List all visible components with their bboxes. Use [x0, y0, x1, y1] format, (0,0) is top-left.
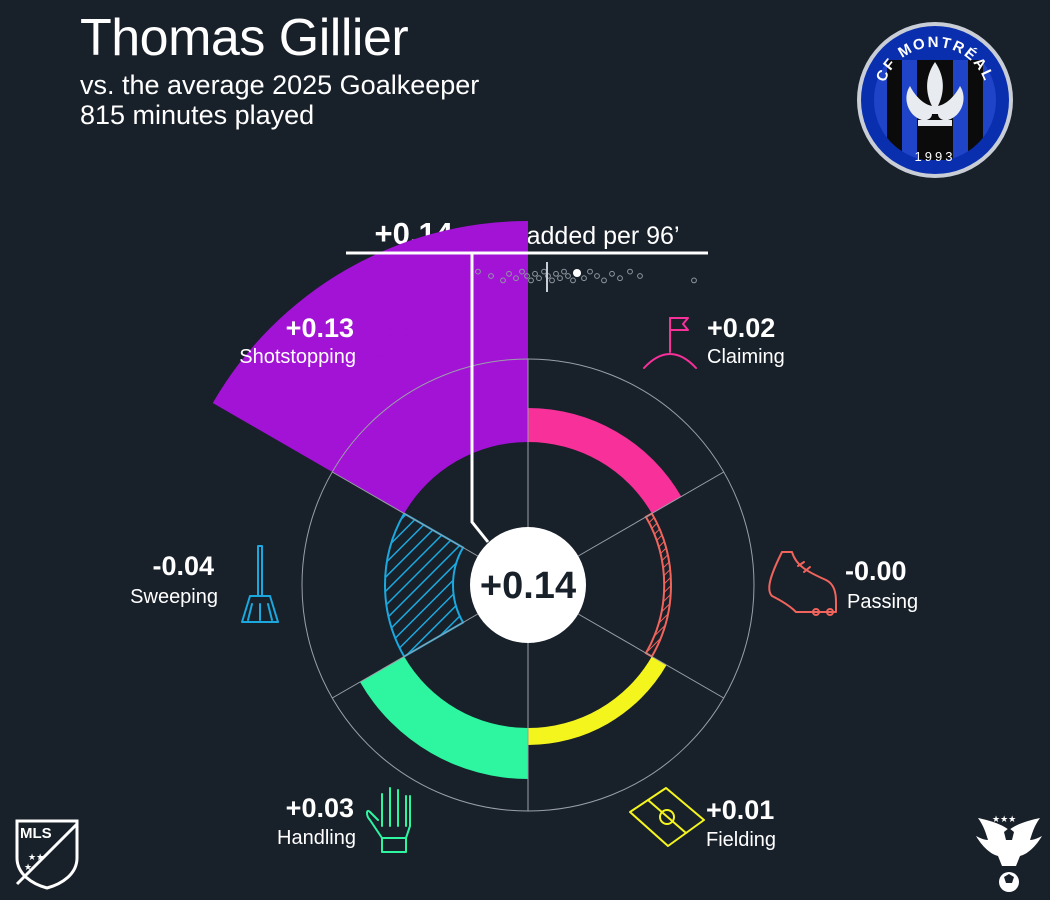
shotstopping-bar	[212, 221, 528, 514]
spoke-line	[332, 471, 479, 557]
distribution-dot	[475, 268, 481, 275]
passing-label: Passing	[847, 591, 919, 613]
fielding-label: Fielding	[706, 829, 777, 851]
boot-icon	[768, 551, 837, 616]
spoke-line	[332, 613, 479, 699]
player-name: Thomas Gillier	[80, 9, 409, 67]
center-total-circle	[470, 527, 586, 643]
distribution-dot	[561, 268, 567, 275]
league-logo-text: MLS	[20, 825, 52, 842]
distribution-dot	[557, 275, 563, 282]
brick-wall-icon	[365, 319, 423, 363]
handling-value: +0.03	[285, 793, 354, 823]
shotstopping-label: Shotstopping	[239, 346, 356, 368]
passing-value: -0.00	[845, 556, 907, 586]
fielding-value: +0.01	[706, 795, 775, 825]
distribution-dot	[532, 270, 538, 277]
shotstopping-value: +0.13	[285, 313, 354, 343]
distribution-dot	[513, 275, 519, 282]
club-crest-year: 1993	[915, 149, 956, 164]
svg-text:★★★: ★★★	[992, 815, 1016, 825]
distribution-dot	[601, 277, 607, 284]
club-crest-logo: CF MONTRÉAL 1993	[857, 22, 1013, 178]
broom-icon	[241, 545, 279, 623]
handling-label: Handling	[277, 827, 356, 849]
pitch-icon	[629, 787, 705, 847]
distribution-dot	[488, 273, 494, 279]
fielding-bar	[528, 656, 667, 745]
distribution-strip	[475, 262, 697, 292]
minutes-played: 815 minutes played	[80, 100, 315, 130]
distribution-dot	[506, 270, 512, 277]
center-total-value: +0.14	[480, 565, 576, 607]
claiming-value: +0.02	[707, 313, 776, 343]
svg-text:★: ★	[24, 863, 32, 873]
distribution-dot	[500, 277, 506, 284]
distribution-dot	[565, 273, 571, 279]
distribution-dot	[609, 270, 615, 277]
distribution-player-dot	[573, 269, 581, 277]
claiming-bar	[528, 408, 682, 514]
glove-icon	[366, 787, 411, 853]
distribution-dot	[549, 277, 555, 284]
distribution-dot	[627, 268, 633, 275]
passing-bar	[644, 512, 672, 658]
league-logo: MLS ★★ ★	[15, 819, 79, 890]
corner-flag-icon	[643, 317, 697, 369]
distribution-dot	[536, 275, 542, 282]
distribution-dot	[617, 275, 623, 282]
distribution-dot	[691, 277, 697, 284]
distribution-dot	[519, 268, 525, 275]
spoke-line	[577, 471, 724, 557]
distribution-dot	[587, 268, 593, 275]
sweeping-label: Sweeping	[130, 586, 218, 608]
total-pointer-line	[470, 253, 490, 543]
spoke-line	[577, 613, 724, 699]
sweeping-bar	[384, 512, 465, 658]
distribution-dot	[581, 275, 587, 282]
distribution-dot	[553, 270, 559, 277]
svg-text:★★: ★★	[28, 853, 44, 863]
claiming-label: Claiming	[707, 346, 785, 368]
distribution-dot	[528, 277, 534, 284]
comparison-subtitle: vs. the average 2025 Goalkeeper	[80, 70, 480, 100]
eagle-logo: ★★★	[976, 815, 1042, 892]
distribution-dot	[541, 268, 547, 275]
distribution-dot	[524, 273, 530, 279]
distribution-dot	[594, 273, 600, 279]
sweeping-value: -0.04	[152, 551, 214, 581]
distribution-dot	[570, 277, 576, 284]
handling-bar	[359, 656, 528, 779]
distribution-dot	[637, 273, 643, 279]
